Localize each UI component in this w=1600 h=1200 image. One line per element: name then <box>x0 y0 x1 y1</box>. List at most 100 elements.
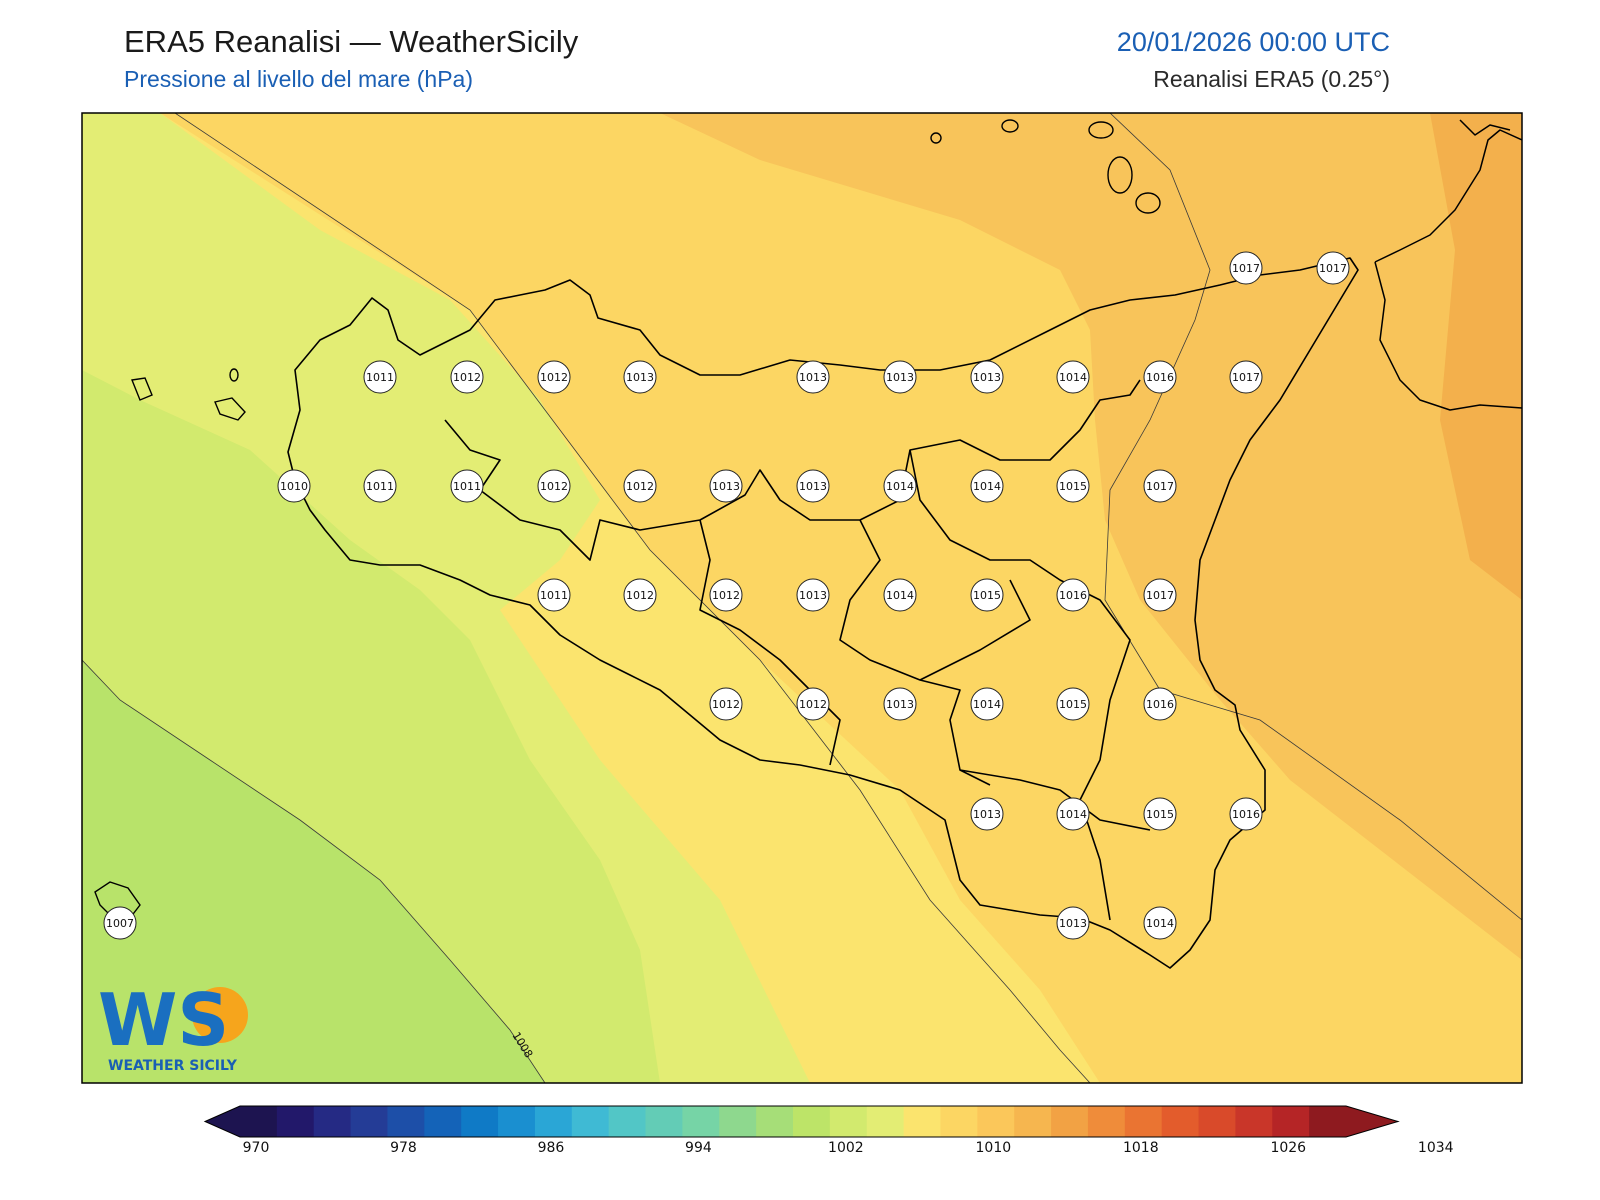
island-filicudi <box>1001 119 1019 133</box>
station-circle <box>450 360 484 394</box>
station-circle <box>1056 906 1090 940</box>
island-alicudi <box>930 132 942 144</box>
station-circle <box>363 360 397 394</box>
station-circle <box>1056 687 1090 721</box>
logo-sun <box>192 987 248 1043</box>
colorbar-segment <box>350 1106 388 1137</box>
station-marker: 1012 <box>709 578 743 612</box>
station-marker: 1013 <box>623 360 657 394</box>
station-circle <box>709 578 743 612</box>
station-marker: 1013 <box>970 797 1004 831</box>
station-value: 1014 <box>886 589 914 602</box>
station-value: 1012 <box>540 371 568 384</box>
station-circle <box>1143 797 1177 831</box>
station-value: 1013 <box>712 480 740 493</box>
colorbar-segment <box>1124 1106 1163 1137</box>
station-marker: 1013 <box>970 360 1004 394</box>
station-marker: 1012 <box>623 578 657 612</box>
colorbar-segment <box>1014 1106 1052 1137</box>
station-circle <box>1143 360 1177 394</box>
station-marker: 1015 <box>1143 797 1177 831</box>
station-marker: 1013 <box>796 360 830 394</box>
province-boundary <box>959 769 1151 831</box>
station-circle <box>796 469 830 503</box>
station-circle <box>537 360 571 394</box>
map-title: ERA5 Reanalisi — WeatherSicily <box>124 24 579 59</box>
colorbar-tick-label: 986 <box>538 1140 565 1156</box>
station-marker: 1015 <box>1056 687 1090 721</box>
colorbar-segment <box>977 1106 1015 1137</box>
station-value: 1007 <box>106 917 134 930</box>
station-marker: 1013 <box>1056 906 1090 940</box>
colorbar-segment <box>240 1106 278 1137</box>
station-value: 1015 <box>1059 480 1087 493</box>
station-marker: 1013 <box>883 687 917 721</box>
colorbar-tick-label: 978 <box>390 1140 417 1156</box>
island-lipari <box>1107 156 1133 194</box>
station-circle <box>1229 797 1263 831</box>
station-marker: 1012 <box>623 469 657 503</box>
colorbar-segment <box>1272 1106 1310 1137</box>
station-circle <box>623 578 657 612</box>
station-value: 1012 <box>453 371 481 384</box>
station-circle <box>623 469 657 503</box>
station-marker: 1014 <box>970 687 1004 721</box>
station-circle <box>1229 251 1263 285</box>
station-value: 1012 <box>712 698 740 711</box>
map-frame <box>81 112 1523 1084</box>
station-marker: 1013 <box>709 469 743 503</box>
station-marker: 1012 <box>709 687 743 721</box>
map-datetime: 20/01/2026 00:00 UTC <box>1116 27 1390 57</box>
station-marker: 1012 <box>796 687 830 721</box>
station-value: 1016 <box>1232 808 1260 821</box>
colorbar-segment <box>534 1106 573 1137</box>
station-marker: 1016 <box>1056 578 1090 612</box>
station-circle <box>796 360 830 394</box>
station-circle <box>1143 687 1177 721</box>
colorbar-segment <box>498 1106 536 1137</box>
station-value: 1015 <box>1059 698 1087 711</box>
station-marker: 1007 <box>103 906 137 940</box>
station-circle <box>970 578 1004 612</box>
colorbar-segment <box>866 1106 905 1137</box>
station-value: 1017 <box>1232 371 1260 384</box>
colorbar-segment <box>756 1106 794 1137</box>
station-marker: 1017 <box>1143 469 1177 503</box>
station-marker: 1012 <box>537 469 571 503</box>
colorbar-segment <box>276 1106 315 1137</box>
colorbar-segment <box>1198 1106 1236 1137</box>
station-value: 1014 <box>1059 808 1087 821</box>
station-circle <box>970 360 1004 394</box>
station-marker: 1012 <box>537 360 571 394</box>
calabria-coast <box>1374 119 1522 411</box>
colorbar-segment <box>1161 1106 1200 1137</box>
station-value: 1013 <box>799 480 827 493</box>
station-marker: 1014 <box>970 469 1004 503</box>
weather-sicily-logo: WS WEATHER SICILY <box>98 978 248 1074</box>
colorbar-segment <box>1309 1106 1347 1137</box>
station-circle <box>1229 360 1263 394</box>
calabria-coastline <box>1374 129 1522 263</box>
station-value: 1012 <box>799 698 827 711</box>
station-circle <box>883 469 917 503</box>
colorbar-segment <box>571 1106 610 1137</box>
colorbar-extend-max <box>1346 1106 1398 1137</box>
pressure-field: 1008 10 <box>82 113 1522 1083</box>
station-circle <box>1056 469 1090 503</box>
station-marker: 1017 <box>1143 578 1177 612</box>
station-marker: 1016 <box>1229 797 1263 831</box>
colorbar-tick-label: 1034 <box>1418 1140 1454 1156</box>
station-marker: 1017 <box>1229 360 1263 394</box>
colorbar-tick-label: 1018 <box>1123 1140 1159 1156</box>
station-marker: 1011 <box>363 360 397 394</box>
map-subtitle: Pressione al livello del mare (hPa) <box>124 66 473 92</box>
island-favignana <box>214 397 246 421</box>
island-levanzo <box>229 368 239 382</box>
colorbar-segment <box>608 1106 647 1137</box>
islands <box>94 119 1161 919</box>
logo-caption: WEATHER SICILY <box>108 1058 238 1074</box>
station-marker: 1011 <box>537 578 571 612</box>
isobar-line <box>1104 113 1522 921</box>
station-circle <box>1143 469 1177 503</box>
